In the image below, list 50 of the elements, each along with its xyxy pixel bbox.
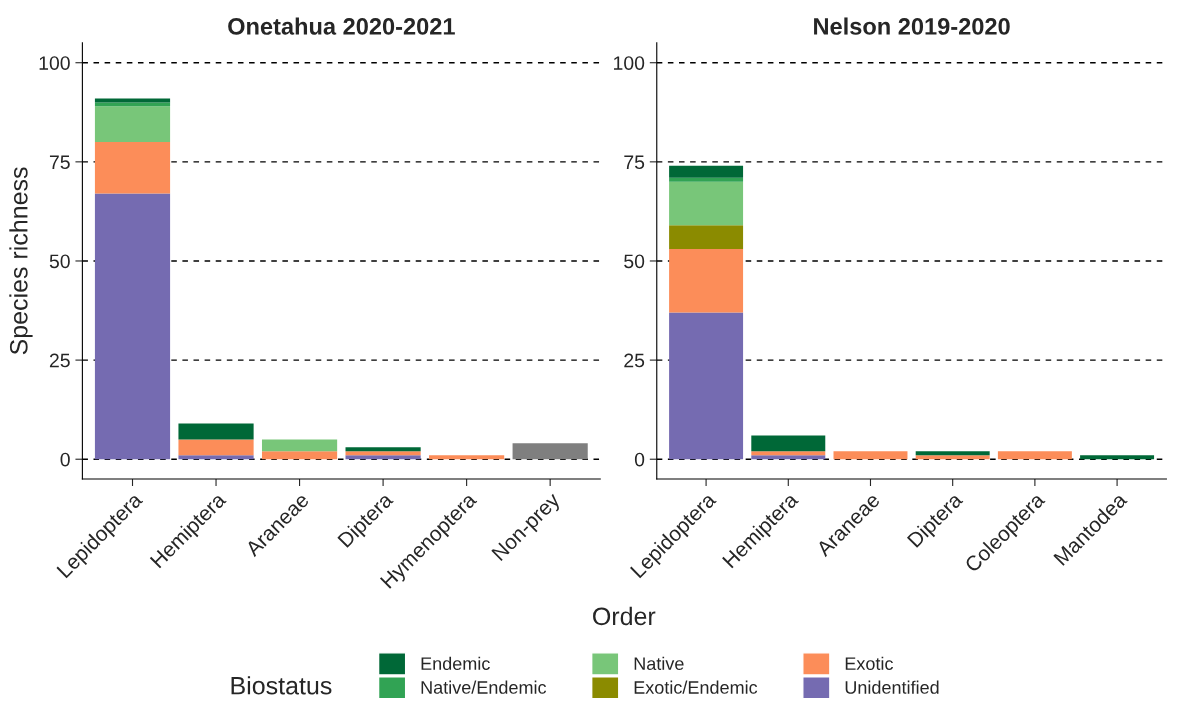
y-tick-label: 0 bbox=[634, 452, 645, 467]
bar bbox=[261, 439, 338, 452]
bar bbox=[751, 435, 826, 452]
y-tick-label: 100 bbox=[614, 56, 645, 70]
legend-label: Native/Endemic bbox=[421, 680, 547, 694]
bar bbox=[94, 142, 171, 194]
legend-label: Native bbox=[634, 656, 684, 671]
y-tick-label: 50 bbox=[49, 254, 70, 269]
bar bbox=[669, 249, 744, 313]
bar bbox=[915, 451, 990, 456]
bar bbox=[751, 451, 826, 456]
bar bbox=[833, 451, 908, 460]
bar bbox=[178, 455, 254, 460]
bar bbox=[669, 165, 744, 178]
y-tick-label: 0 bbox=[60, 452, 70, 467]
bar bbox=[1080, 455, 1155, 460]
y-tick-label: 75 bbox=[49, 155, 70, 170]
bar bbox=[669, 181, 744, 226]
legend-title: Biostatus bbox=[231, 676, 332, 695]
y-tick-label: 25 bbox=[624, 353, 645, 368]
y-axis-title: Species richness bbox=[9, 167, 33, 355]
bar bbox=[94, 102, 171, 107]
bar bbox=[94, 193, 171, 460]
y-tick-label: 100 bbox=[39, 56, 70, 70]
bar bbox=[429, 455, 505, 460]
bar bbox=[751, 455, 826, 460]
bar bbox=[669, 312, 744, 460]
bar bbox=[345, 451, 421, 456]
bar bbox=[178, 423, 254, 440]
bar bbox=[669, 177, 744, 182]
legend-label: Exotic/Endemic bbox=[634, 680, 758, 694]
y-tick-label: 75 bbox=[624, 155, 645, 170]
chart-title: Onetahua 2020-2021 bbox=[228, 17, 455, 35]
chart-title: Nelson 2019-2020 bbox=[814, 17, 1010, 35]
legend-label: Endemic bbox=[421, 656, 490, 671]
bar bbox=[345, 447, 421, 452]
bar bbox=[94, 106, 171, 143]
bar bbox=[915, 455, 990, 460]
legend-label: Exotic bbox=[845, 656, 893, 671]
bar bbox=[261, 451, 338, 460]
bar bbox=[669, 225, 744, 250]
x-axis-title: Order bbox=[593, 606, 656, 626]
legend-label: Unidentified bbox=[845, 680, 939, 694]
bar bbox=[94, 98, 171, 103]
y-tick-label: 50 bbox=[624, 254, 645, 269]
bar bbox=[512, 443, 588, 460]
y-tick-label: 25 bbox=[49, 353, 70, 368]
bar bbox=[178, 439, 254, 456]
bar bbox=[997, 451, 1072, 460]
bar bbox=[345, 455, 421, 460]
